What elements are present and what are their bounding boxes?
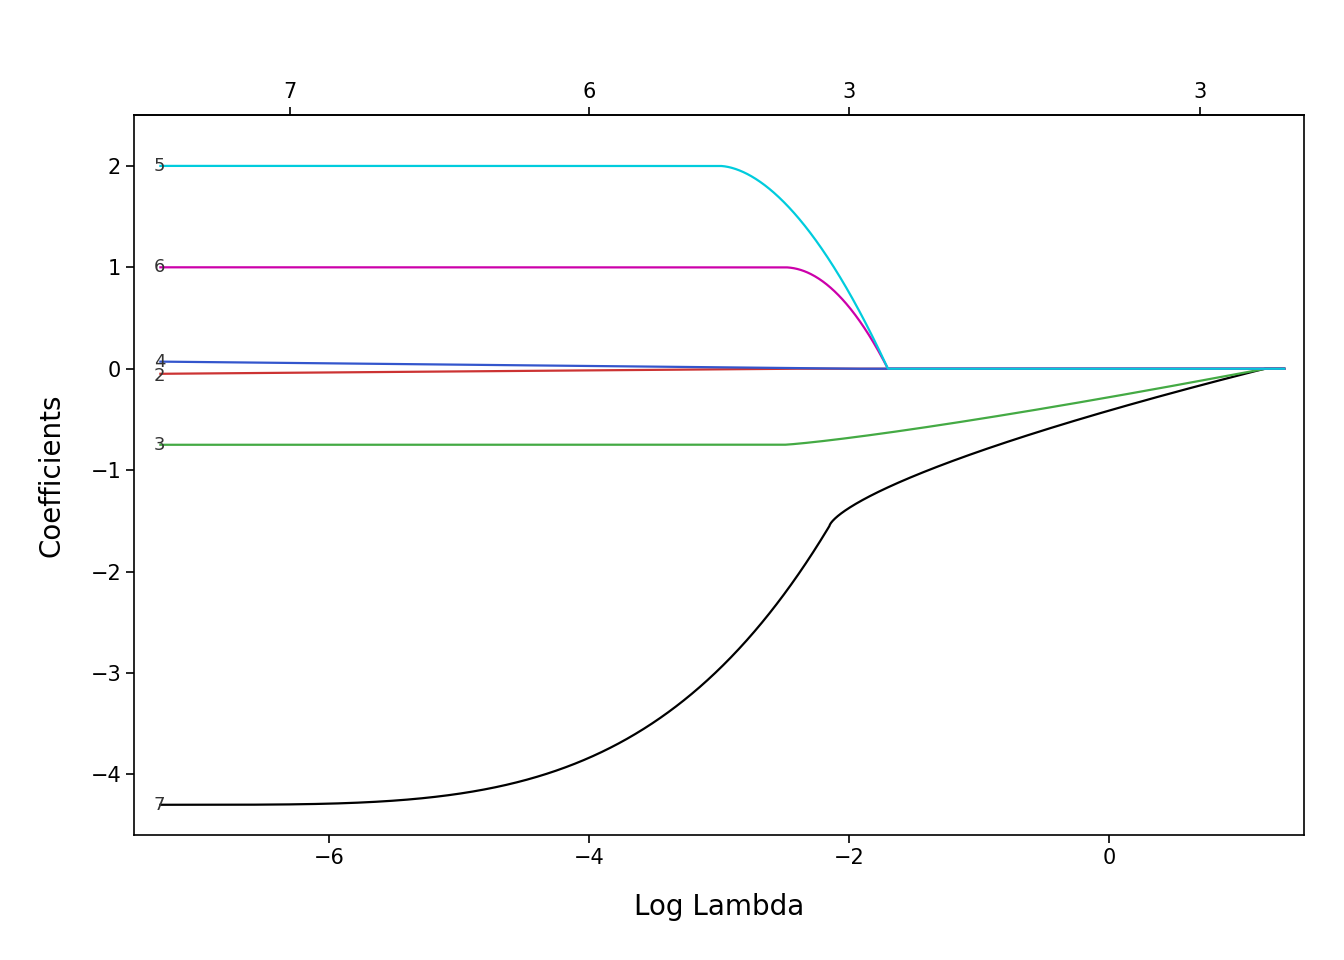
Text: 4: 4: [155, 352, 165, 371]
Text: 3: 3: [155, 436, 165, 454]
Text: 7: 7: [155, 796, 165, 814]
Text: 2: 2: [155, 367, 165, 385]
X-axis label: Log Lambda: Log Lambda: [634, 894, 804, 922]
Y-axis label: Coefficients: Coefficients: [38, 394, 66, 557]
Text: 5: 5: [155, 156, 165, 175]
Text: 6: 6: [155, 258, 165, 276]
